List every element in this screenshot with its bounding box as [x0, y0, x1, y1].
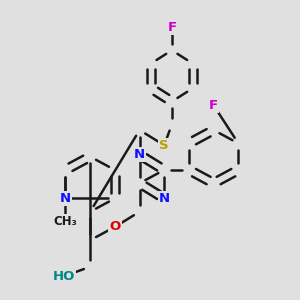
Text: N: N	[159, 192, 170, 205]
Text: HO: HO	[52, 270, 75, 283]
Text: O: O	[109, 220, 121, 233]
Text: N: N	[60, 192, 71, 205]
Text: N: N	[134, 148, 145, 161]
Text: F: F	[167, 21, 176, 34]
Text: F: F	[209, 99, 218, 112]
Text: CH₃: CH₃	[54, 215, 77, 228]
Text: S: S	[159, 139, 169, 152]
